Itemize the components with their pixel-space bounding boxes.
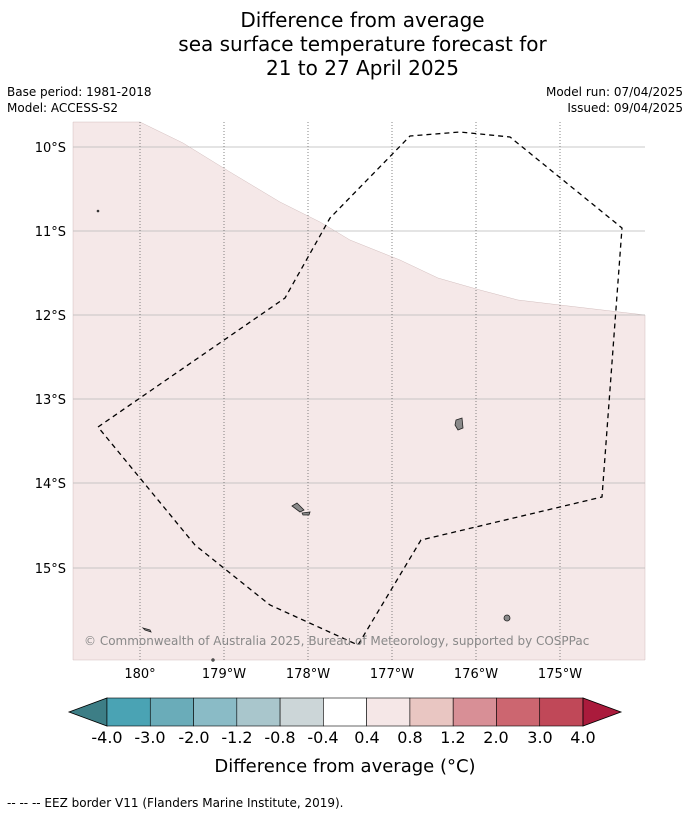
colorbar-tick-label: -4.0 xyxy=(91,728,122,747)
title-line-1: Difference from average xyxy=(240,8,485,32)
eez-border xyxy=(97,131,623,646)
lat-label: 12°S xyxy=(35,309,66,324)
colorbar-extend-high xyxy=(582,697,623,727)
island-west-b xyxy=(301,511,311,516)
map-figure: © Commonwealth of Australia 2025, Bureau… xyxy=(35,121,646,777)
colorbar-tick-label: -3.0 xyxy=(134,728,165,747)
colorbar-tick-label: 2.0 xyxy=(483,728,508,747)
lon-label: 179°W xyxy=(202,667,246,682)
lat-gridlines xyxy=(73,146,645,569)
base-period: Base period: 1981-2018 xyxy=(7,85,152,99)
lat-labels: 10°S 11°S 12°S 13°S 14°S 15°S xyxy=(35,141,66,577)
eez-footnote: -- -- -- EEZ border V11 (Flanders Marine… xyxy=(7,796,344,810)
colorbar-segment xyxy=(193,697,238,727)
colorbar-tick-label: 1.2 xyxy=(440,728,465,747)
colorbar-tick-label: 0.4 xyxy=(354,728,379,747)
lon-label: 176°W xyxy=(454,667,498,682)
lat-label: 13°S xyxy=(35,393,66,408)
colorbar-tick-label: 3.0 xyxy=(527,728,552,747)
colorbar-segment xyxy=(279,697,324,727)
colorbar-segment xyxy=(106,697,151,727)
colorbar-segment xyxy=(539,697,584,727)
lat-label: 10°S xyxy=(35,141,66,156)
anomaly-region xyxy=(72,121,646,661)
colorbar xyxy=(67,697,623,727)
colorbar-tick-label: 4.0 xyxy=(570,728,595,747)
colorbar-tick-labels: -4.0 -3.0 -2.0 -1.2 -0.8 -0.4 0.4 0.8 1.… xyxy=(91,728,595,747)
island-east xyxy=(454,417,464,431)
islet-north xyxy=(96,209,100,213)
lon-label: 180° xyxy=(124,667,155,682)
title-line-2: sea surface temperature forecast for xyxy=(178,32,547,56)
lat-label: 14°S xyxy=(35,477,66,492)
model-name: Model: ACCESS-S2 xyxy=(7,101,119,115)
issued-date: Issued: 09/04/2025 xyxy=(567,101,683,115)
colorbar-tick-label: -0.4 xyxy=(307,728,338,747)
lon-label: 178°W xyxy=(286,667,330,682)
lon-label: 177°W xyxy=(370,667,414,682)
colorbar-tick-label: -0.8 xyxy=(264,728,295,747)
colorbar-tick-label: 0.8 xyxy=(397,728,422,747)
colorbar-tick-label: -1.2 xyxy=(221,728,252,747)
island-south xyxy=(503,614,511,622)
colorbar-segment xyxy=(409,697,454,727)
run-info: Model run: 07/04/2025 Issued: 09/04/2025 xyxy=(546,84,683,116)
lat-label: 11°S xyxy=(35,225,66,240)
lat-label: 15°S xyxy=(35,562,66,577)
colorbar-label: Difference from average (°C) xyxy=(214,756,475,777)
islet-bottom xyxy=(211,658,215,662)
colorbar-segment xyxy=(236,697,281,727)
base-info: Base period: 1981-2018 Model: ACCESS-S2 xyxy=(7,84,152,116)
map-title: Difference from average sea surface temp… xyxy=(0,8,690,80)
colorbar-extend-low xyxy=(67,697,108,727)
copyright-notice: © Commonwealth of Australia 2025, Bureau… xyxy=(84,634,589,648)
colorbar-tick-label: -2.0 xyxy=(178,728,209,747)
colorbar-segment xyxy=(366,697,411,727)
lon-label: 175°W xyxy=(538,667,582,682)
island-southwest xyxy=(141,627,152,633)
islands xyxy=(96,209,511,662)
lon-labels: 180° 179°W 178°W 177°W 176°W 175°W xyxy=(124,667,582,682)
colorbar-segment xyxy=(452,697,497,727)
colorbar-segment xyxy=(149,697,194,727)
island-west-a xyxy=(291,502,305,513)
colorbar-segment xyxy=(323,697,367,727)
model-run: Model run: 07/04/2025 xyxy=(545,85,683,99)
map-area: © Commonwealth of Australia 2025, Bureau… xyxy=(72,121,646,662)
colorbar-segment xyxy=(496,697,541,727)
title-line-3: 21 to 27 April 2025 xyxy=(265,56,460,80)
